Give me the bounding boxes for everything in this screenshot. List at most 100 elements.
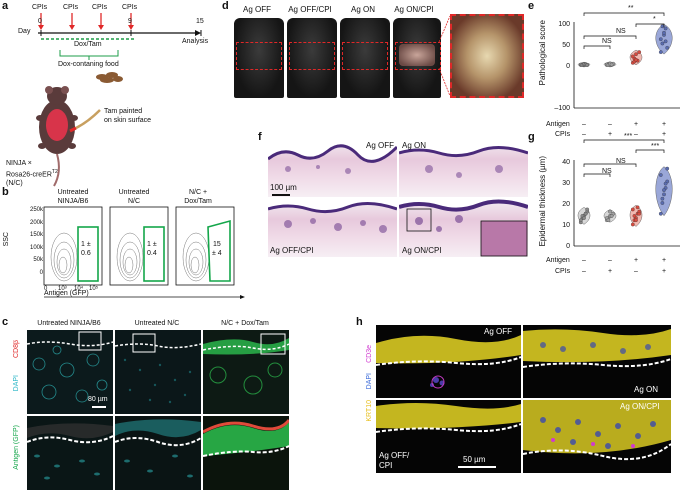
c-image-nc-top	[115, 330, 201, 414]
facs-title-2-l1: Untreated	[118, 189, 150, 196]
g-ytick-20: 20	[562, 201, 570, 208]
g-point-2-6	[632, 214, 637, 218]
e-point-2-2	[634, 52, 638, 57]
e-ytick-0: 0	[566, 63, 570, 70]
panel-label-d: d	[222, 0, 229, 12]
h-label-agoffcpi-1: Ag OFF/	[379, 451, 410, 460]
g-point-3-9	[665, 166, 670, 171]
f-image-agoffcpi	[268, 199, 397, 257]
h-label-agon: Ag ON	[634, 385, 659, 394]
e-antigen-sign-3: +	[662, 121, 667, 128]
timeline-graphic	[36, 13, 202, 187]
gate-3-l2: ± 4	[212, 250, 222, 257]
facs-title-3-l1: N/C +	[188, 189, 208, 196]
facs-title-2: Untreated N/C	[108, 188, 160, 206]
tam-label: Tam painted on skin surface	[104, 107, 151, 125]
g-ytick-10: 10	[562, 222, 570, 229]
e-point-2-4	[637, 50, 642, 54]
g-ytick-30: 30	[562, 180, 570, 187]
d-title-4: Ag ON/CPI	[394, 5, 434, 14]
facs-title-1-l1: Untreated	[57, 189, 89, 196]
h-image-agoncpi	[523, 400, 671, 473]
c-image-nc-bottom	[115, 416, 201, 490]
d-box-3	[342, 42, 388, 70]
g-point-2-5	[630, 207, 635, 212]
g-chart	[573, 139, 680, 247]
mouse-strain-line2-text: Rosa26-creER	[6, 171, 52, 179]
d-box-1	[236, 42, 282, 70]
g-cpis-sign-3: +	[662, 268, 667, 275]
gfp-tick-5: 10⁵	[89, 286, 99, 292]
g-antigen-sign-3: +	[662, 257, 667, 264]
g-point-3-7	[662, 188, 666, 192]
e-point-2-5	[630, 54, 635, 59]
e-point-1-8	[609, 62, 614, 67]
e-point-3-5	[658, 37, 663, 42]
g-sig-4: NS	[616, 158, 626, 165]
g-point-0-7	[582, 216, 586, 220]
panel-label-c: c	[2, 316, 9, 328]
g-antigen-sign-2: +	[634, 257, 639, 264]
e-antigen-sign-0: –	[582, 121, 586, 128]
f-image-agoncpi	[399, 199, 528, 257]
c-channel-gfp: Antigen (GFP)	[13, 425, 20, 470]
gfp-tick-4: 10⁴	[74, 286, 84, 292]
e-ytick-neg100: –100	[554, 105, 570, 112]
e-point-3-4	[665, 45, 670, 50]
g-sig-2: ***	[651, 143, 660, 150]
gate-2-l2: 0.4	[147, 250, 157, 257]
tam-label-line2: on skin surface	[104, 117, 152, 124]
gfp-axis-label: Antigen (GFP)	[44, 290, 89, 297]
d-mouse-4	[393, 18, 441, 98]
cpi-label-4: CPIs	[122, 4, 138, 11]
e-point-0-9	[585, 63, 590, 67]
e-chart	[573, 12, 680, 109]
e-bracket-3	[583, 35, 637, 39]
gate-1-l2: 0.6	[81, 250, 91, 257]
g-bracket-3	[583, 163, 637, 167]
ssc-tick-0: 0	[39, 269, 43, 276]
e-point-3-1	[660, 41, 665, 46]
e-cpis-sign-0: –	[582, 131, 586, 138]
analysis-label: Analysis	[182, 38, 209, 45]
cpi-label-2: CPIs	[63, 4, 79, 11]
c-title-2: Untreated N/C	[134, 320, 180, 327]
h-image-agoff	[376, 325, 521, 398]
e-point-3-0	[658, 50, 663, 54]
g-point-3-6	[660, 196, 665, 201]
facs-title-2-l2: N/C	[127, 198, 141, 205]
e-ytick-100: 100	[558, 21, 570, 28]
e-point-3-7	[662, 30, 666, 35]
dox-food-label: Dox-contaning food	[58, 61, 119, 68]
cpi-label-3: CPIs	[92, 4, 108, 11]
h-label-agoff: Ag OFF	[484, 327, 513, 336]
g-row-antigen: Antigen	[546, 257, 570, 264]
d-zoom-lines	[438, 15, 451, 97]
f-label-agon: Ag ON	[402, 141, 427, 150]
h-channel-cd3e: CD3e	[366, 345, 373, 363]
h-channel-krt10: KRT10	[366, 400, 373, 422]
g-antigen-sign-1: –	[608, 257, 612, 264]
g-point-0-9	[585, 207, 590, 212]
g-row-cpis: CPIs	[555, 268, 571, 275]
h-scale-bar	[458, 466, 496, 468]
g-bracket-0	[583, 139, 665, 143]
dox-tam-label: Dox/Tam	[74, 41, 102, 48]
ssc-tick-250k: 250k	[29, 207, 43, 213]
h-channel-dapi: DAPI	[366, 373, 373, 390]
g-sig-3: NS	[602, 168, 612, 175]
g-ytick-0: 0	[566, 243, 570, 250]
panel-label-h: h	[356, 316, 363, 328]
e-ytick-50: 50	[562, 42, 570, 49]
h-label-agoffcpi-2: CPI	[379, 461, 393, 470]
g-point-3-2	[662, 192, 666, 197]
e-antigen-sign-1: –	[608, 121, 612, 128]
g-point-1-7	[608, 209, 612, 214]
e-bracket-2	[583, 45, 611, 49]
gate-3-l1: 15	[212, 241, 221, 248]
f-image-agon	[399, 139, 528, 197]
ssc-tick-200k: 200k	[29, 219, 43, 226]
e-bracket-0	[583, 12, 665, 16]
facs-title-3-l2: Dox/Tam	[184, 198, 212, 205]
mouse-strain-sup: T2	[51, 169, 58, 175]
